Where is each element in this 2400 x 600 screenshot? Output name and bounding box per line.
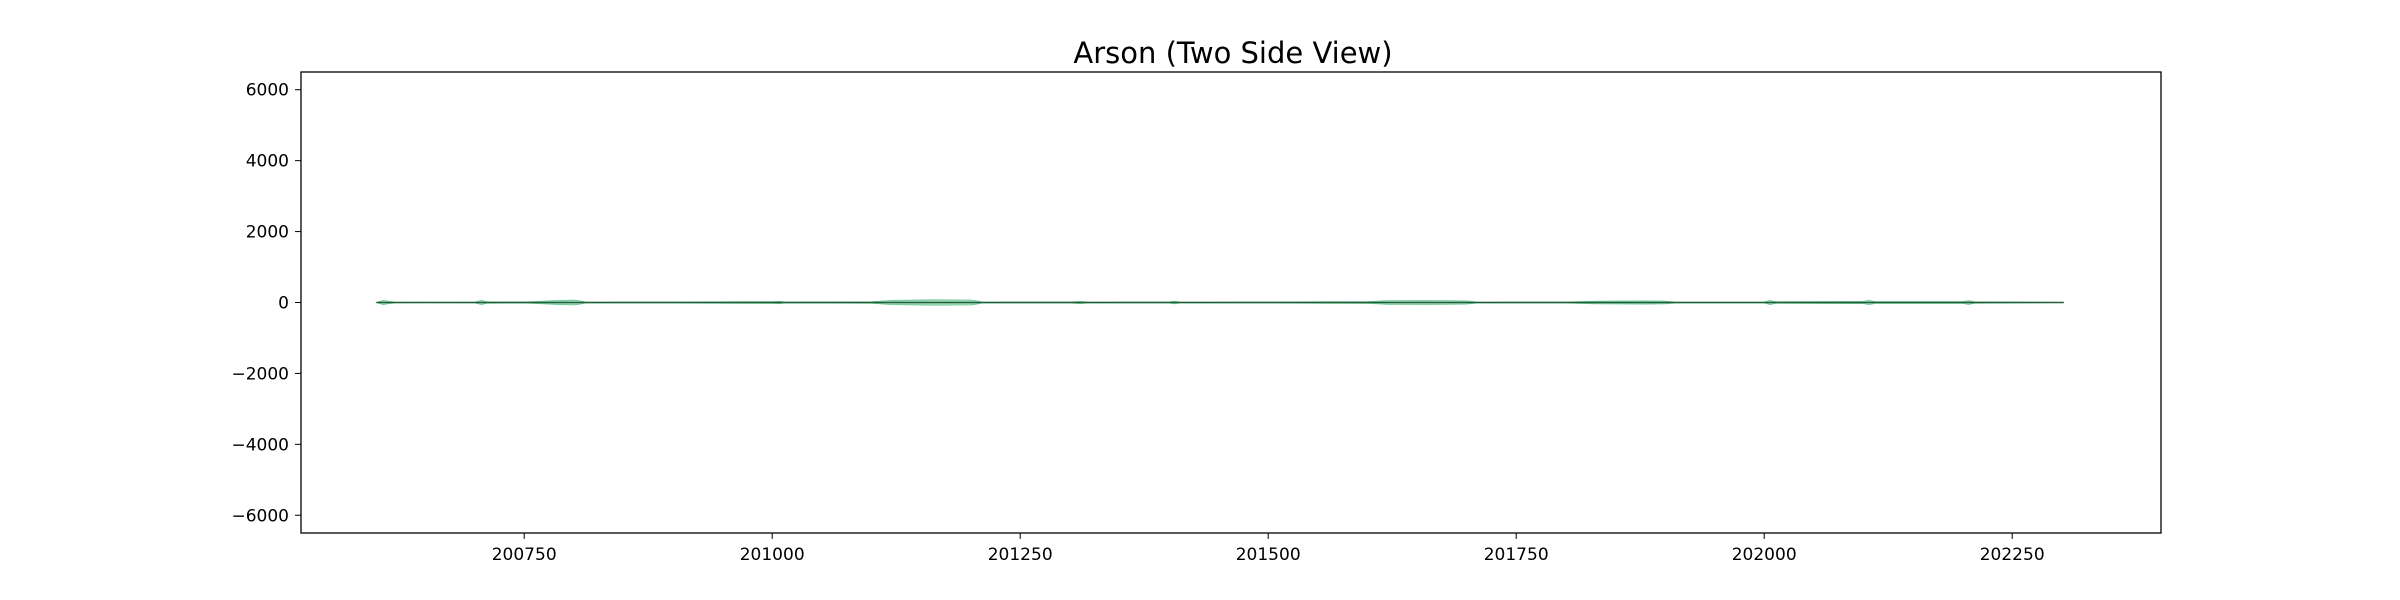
y-tick-label: 2000 [246, 223, 289, 243]
x-tick-label: 200750 [492, 545, 557, 565]
x-tick-label: 201500 [1236, 545, 1301, 565]
y-tick-label: −2000 [231, 364, 289, 384]
x-tick-label: 202000 [1732, 545, 1797, 565]
plot-layer [375, 299, 2064, 306]
y-axis: 6000 4000 2000 0 −2000 −4000 −6000 [231, 81, 301, 526]
y-tick-label: 6000 [246, 81, 289, 101]
x-tick-label: 201000 [740, 545, 805, 565]
y-tick-label: −4000 [231, 435, 289, 455]
chart-title: Arson (Two Side View) [1073, 36, 1392, 70]
x-axis: 200750 201000 201250 201500 201750 202000 2022… [492, 533, 2045, 565]
y-tick-label: 4000 [246, 152, 289, 172]
x-tick-label: 201750 [1484, 545, 1549, 565]
y-tick-label: −6000 [231, 506, 289, 526]
x-tick-label: 202250 [1980, 545, 2045, 565]
x-tick-label: 201250 [988, 545, 1053, 565]
y-tick-label: 0 [278, 294, 289, 314]
